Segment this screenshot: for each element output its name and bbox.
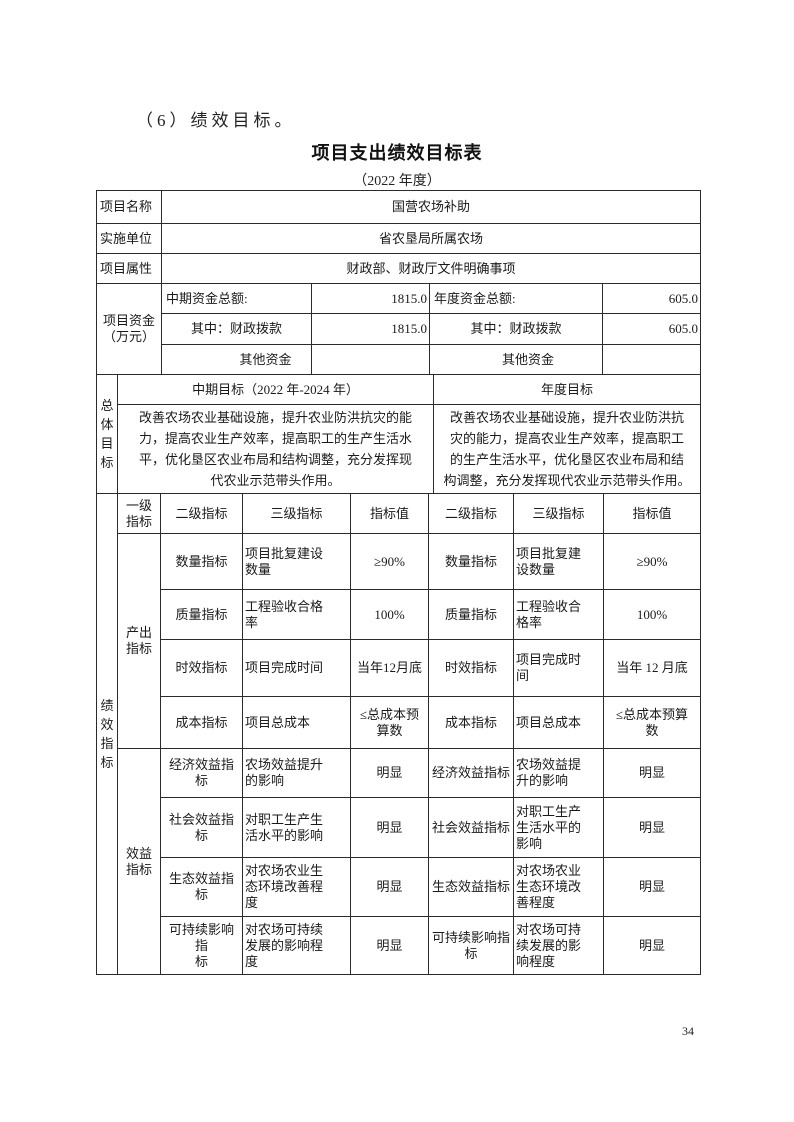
section-heading: （6）绩效目标。 — [136, 111, 296, 130]
indicator-cell-l3: 对职工生产生 活水平的影响 — [243, 798, 351, 858]
indicator-cell-r3: 项目完成时 间 — [514, 640, 604, 697]
info-value-project-attribute: 财政部、财政厅文件明确事项 — [162, 254, 701, 284]
indicator-cell-value: 当年12月底 — [351, 640, 429, 697]
indicator-cell-r2: 生态效益指标 — [429, 858, 514, 917]
indicator-cell-l2: 可持续影响指 标 — [161, 917, 243, 975]
funding-mid-total-label: 中期资金总额: — [162, 284, 312, 314]
funding-annual-total-label: 年度资金总额: — [430, 284, 603, 314]
indicator-cell-r3: 工程验收合 格率 — [514, 590, 604, 640]
indicator-cell-r3: 对农场农业 生态环境改 善程度 — [514, 858, 604, 917]
indicator-section: 绩效指标 一级 指标 二级指标 三级指标 指标值 二级指标 三级指标 指标值 产… — [97, 494, 701, 975]
indicator-cell-l2: 成本指标 — [161, 697, 243, 749]
goal-annual-text: 改善农场农业基础设施，提升农业防洪抗 灾的能力，提高农业生产效率，提高职工 的生… — [434, 405, 701, 494]
funding-annual-other-value — [603, 345, 701, 375]
funding-mid-fiscal-value: 1815.0 — [312, 314, 430, 345]
indicator-cell-rvalue: 明显 — [604, 858, 701, 917]
indicator-cell-value: 明显 — [351, 858, 429, 917]
overall-goal-section: 总体目标 中期目标（2022 年-2024 年） 年度目标 改善农场农业基础设施… — [97, 375, 701, 494]
indicator-cell-rvalue: 当年 12 月底 — [604, 640, 701, 697]
funding-annual-fiscal-label: 其中：财政拨款 — [430, 314, 603, 345]
header-value-mid: 指标值 — [351, 494, 429, 534]
indicator-cell-r3: 对农场可持 续发展的影 响程度 — [514, 917, 604, 975]
indicator-cell-l2: 生态效益指标 — [161, 858, 243, 917]
indicator-cell-rvalue: ≥90% — [604, 534, 701, 590]
indicator-cell-r2: 可持续影响指 标 — [429, 917, 514, 975]
indicator-row-label: 绩效指标 — [97, 494, 118, 975]
page-number: 34 — [682, 1024, 694, 1038]
indicator-cell-r2: 经济效益指标 — [429, 749, 514, 798]
funding-annual-total-value: 605.0 — [603, 284, 701, 314]
funding-annual-other-label: 其他资金 — [430, 345, 603, 375]
indicator-cell-l2: 数量指标 — [161, 534, 243, 590]
indicator-cell-r3: 项目总成本 — [514, 697, 604, 749]
info-section: 项目名称 国营农场补助 实施单位 省农垦局所属农场 项目属性 财政部、财政厅文件… — [97, 191, 701, 284]
goal-mid-text: 改善农场农业基础设施，提升农业防洪抗灾的能 力，提高农业生产效率，提高职工的生产… — [118, 405, 434, 494]
header-level1: 一级 指标 — [118, 494, 161, 534]
header-value-annual: 指标值 — [604, 494, 701, 534]
indicator-cell-rvalue: 明显 — [604, 917, 701, 975]
indicator-cell-r2: 成本指标 — [429, 697, 514, 749]
group-label-output: 产出 指标 — [118, 534, 161, 749]
funding-mid-other-value — [312, 345, 430, 375]
info-label-project-name: 项目名称 — [97, 191, 162, 224]
indicator-cell-r2: 数量指标 — [429, 534, 514, 590]
funding-mid-fiscal-label: 其中：财政拨款 — [162, 314, 312, 345]
indicator-cell-value: 明显 — [351, 749, 429, 798]
indicator-cell-value: 100% — [351, 590, 429, 640]
indicator-cell-l2: 时效指标 — [161, 640, 243, 697]
indicator-cell-l3: 项目完成时间 — [243, 640, 351, 697]
info-value-project-name: 国营农场补助 — [162, 191, 701, 224]
indicator-cell-l3: 工程验收合格 率 — [243, 590, 351, 640]
indicator-cell-r2: 时效指标 — [429, 640, 514, 697]
funding-mid-other-label: 其他资金 — [162, 345, 312, 375]
indicator-cell-r2: 社会效益指标 — [429, 798, 514, 858]
indicator-cell-value: ≤总成本预 算数 — [351, 697, 429, 749]
indicator-cell-rvalue: ≤总成本预算 数 — [604, 697, 701, 749]
info-value-implementing-unit: 省农垦局所属农场 — [162, 224, 701, 254]
table-subtitle: （2022 年度） — [353, 174, 441, 189]
indicator-cell-l3: 项目批复建设 数量 — [243, 534, 351, 590]
indicator-cell-rvalue: 明显 — [604, 798, 701, 858]
indicator-cell-l3: 项目总成本 — [243, 697, 351, 749]
indicator-cell-value: 明显 — [351, 798, 429, 858]
indicator-cell-r2: 质量指标 — [429, 590, 514, 640]
performance-target-table: 项目名称 国营农场补助 实施单位 省农垦局所属农场 项目属性 财政部、财政厅文件… — [96, 190, 701, 975]
header-level2-mid: 二级指标 — [161, 494, 243, 534]
header-level2-annual: 二级指标 — [429, 494, 514, 534]
goal-annual-header: 年度目标 — [434, 375, 701, 405]
group-label-benefit: 效益 指标 — [118, 749, 161, 975]
funding-section: 项目资金 （万元） 中期资金总额: 1815.0 年度资金总额: 605.0 其… — [97, 284, 701, 375]
goal-mid-header: 中期目标（2022 年-2024 年） — [118, 375, 434, 405]
indicator-cell-l3: 对农场可持续 发展的影响程 度 — [243, 917, 351, 975]
overall-goal-row-label: 总体目标 — [97, 375, 118, 494]
indicator-cell-l2: 质量指标 — [161, 590, 243, 640]
indicator-cell-r3: 对职工生产 生活水平的 影响 — [514, 798, 604, 858]
indicator-cell-l3: 农场效益提升 的影响 — [243, 749, 351, 798]
indicator-cell-l2: 社会效益指标 — [161, 798, 243, 858]
funding-mid-total-value: 1815.0 — [312, 284, 430, 314]
funding-annual-fiscal-value: 605.0 — [603, 314, 701, 345]
header-level3-mid: 三级指标 — [243, 494, 351, 534]
header-level3-annual: 三级指标 — [514, 494, 604, 534]
indicator-cell-value: ≥90% — [351, 534, 429, 590]
table-title: 项目支出绩效目标表 — [311, 143, 483, 163]
info-label-project-attribute: 项目属性 — [97, 254, 162, 284]
info-label-implementing-unit: 实施单位 — [97, 224, 162, 254]
funding-row-label: 项目资金 （万元） — [97, 284, 162, 375]
indicator-cell-rvalue: 明显 — [604, 749, 701, 798]
indicator-cell-rvalue: 100% — [604, 590, 701, 640]
indicator-cell-l3: 对农场农业生 态环境改善程 度 — [243, 858, 351, 917]
indicator-cell-value: 明显 — [351, 917, 429, 975]
indicator-cell-r3: 农场效益提 升的影响 — [514, 749, 604, 798]
indicator-cell-r3: 项目批复建 设数量 — [514, 534, 604, 590]
indicator-cell-l2: 经济效益指标 — [161, 749, 243, 798]
